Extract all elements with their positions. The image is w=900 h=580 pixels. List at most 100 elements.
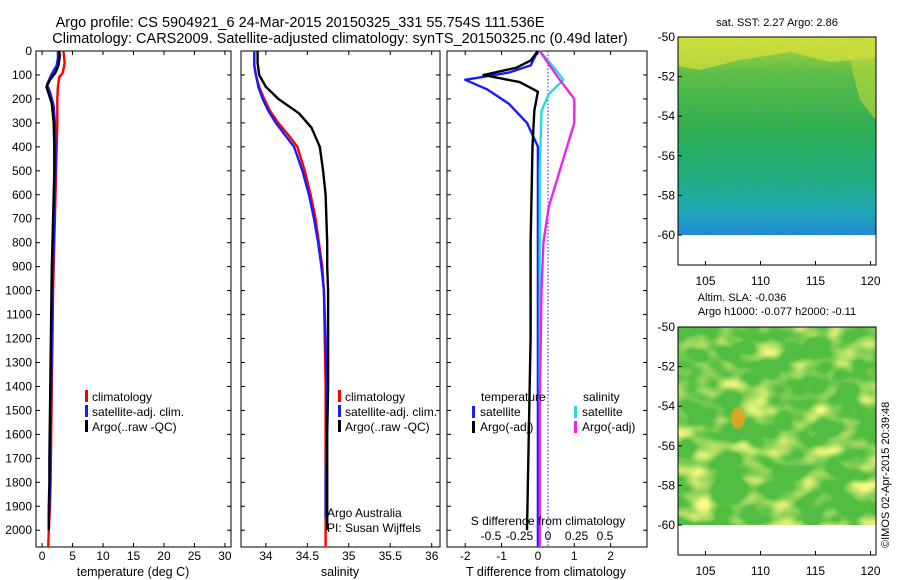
- sla-positive-anomaly: [731, 407, 745, 429]
- difference-axes-frame: [446, 50, 648, 548]
- x-tick-label: 0: [39, 549, 46, 563]
- sst-map-panel: sat. SST: 2.27 Argo: 2.86 -50 -52 -54 -56 -5…: [658, 17, 881, 288]
- lat-tick-label: -50: [658, 30, 676, 44]
- x-tick-label: 10: [96, 549, 110, 563]
- depth-tick-label: 600: [12, 188, 32, 202]
- salinity-panel: 34 34.5 35 35.5 36 climatologysatellite-adj.…: [240, 50, 441, 579]
- depth-tick-label: 900: [12, 260, 32, 274]
- depth-tick-label: 500: [12, 164, 32, 178]
- salinity-xlabel: salinity: [321, 565, 360, 579]
- depth-tick-label: 1100: [6, 308, 32, 322]
- sst-map-frame: [677, 36, 877, 266]
- black-profile-line: [45, 50, 61, 531]
- salinity-annotation-line-1: Argo Australia: [327, 506, 402, 520]
- x-tick-label: -2: [460, 549, 471, 563]
- salinity-axes-frame: [240, 50, 441, 548]
- sst-map-title: sat. SST: 2.27 Argo: 2.86: [716, 17, 838, 29]
- lat-tick-label: -52: [658, 70, 676, 84]
- difference-panel: -2 -1 0 1 2-0.5 -0.25 0 0.25 0.5 temperature sali…: [446, 50, 648, 579]
- depth-tick-label: 200: [12, 92, 32, 106]
- legend-label: Argo(-adj): [480, 420, 533, 434]
- legend-group-temperature: temperature: [481, 390, 546, 404]
- depth-tick-label: 700: [12, 212, 32, 226]
- lon-tick-label: 110: [751, 274, 770, 288]
- depth-tick-label: 1700: [5, 451, 32, 465]
- lon-tick-label: 105: [695, 274, 715, 288]
- sla-map-frame: [677, 326, 877, 556]
- x-tick-label: -1: [496, 549, 507, 563]
- x-tick-label: 30: [218, 549, 232, 563]
- x-tick-label: 0: [535, 549, 542, 563]
- x-tick-label: 35: [342, 549, 356, 563]
- depth-tick-label: 1000: [5, 284, 32, 298]
- lat-tick-label: -54: [658, 109, 676, 123]
- temperature-ticks: 0100200300400500600700800900100011001200…: [5, 44, 232, 563]
- legend-swatch: [85, 420, 88, 432]
- x-tick-label: 1: [571, 549, 578, 563]
- x-tick-label: 15: [127, 549, 141, 563]
- salinity-lines: [253, 51, 330, 547]
- depth-tick-label: 1300: [5, 355, 32, 369]
- lon-tick-label: 120: [860, 564, 880, 578]
- black-profile-line: [256, 51, 330, 531]
- x-tick-label: 25: [188, 549, 202, 563]
- temperature-argo-adj--profile-line: [482, 50, 540, 531]
- sst-map-ticks: -50 -52 -54 -56 -58 -60 105 110 115 120: [658, 30, 881, 288]
- x-tick-label: 36: [425, 549, 439, 563]
- s-diff-tick-label: -0.25: [506, 529, 534, 543]
- legend-swatch: [574, 406, 577, 418]
- salinity-annotation-line-2: PI: Susan Wijffels: [327, 521, 421, 535]
- temperature-panel: 0100200300400500600700800900100011001200…: [5, 44, 232, 579]
- legend-label: satellite-adj. clim.: [92, 405, 184, 419]
- sst-heatmap-texture: [678, 37, 876, 235]
- s-diff-tick-label: 0.25: [565, 529, 589, 543]
- difference-legend: temperature salinitysatelliteArgo(-adj)sa…: [472, 390, 635, 434]
- sst-warm-patch: [678, 37, 876, 70]
- sla-no-data-region: [678, 525, 876, 555]
- depth-tick-label: 1500: [5, 403, 32, 417]
- lat-tick-label: -54: [658, 399, 676, 413]
- depth-tick-label: 0: [25, 44, 32, 58]
- lat-tick-label: -58: [658, 478, 676, 492]
- depth-tick-label: 1900: [5, 499, 32, 513]
- temperature-xlabel: temperature (deg C): [77, 565, 190, 579]
- legend-swatch: [85, 390, 88, 402]
- legend-label: Argo(..raw -QC): [92, 420, 177, 434]
- lat-tick-label: -58: [658, 188, 676, 202]
- lon-tick-label: 115: [806, 564, 825, 578]
- difference-ticks: -2 -1 0 1 2-0.5 -0.25 0 0.25 0.5: [447, 50, 647, 563]
- legend-label: satellite: [480, 405, 521, 419]
- lat-tick-label: -56: [658, 149, 676, 163]
- salinity-argo-adj--profile-line: [538, 50, 576, 547]
- x-tick-label: 34: [259, 549, 273, 563]
- blue-profile-line: [253, 51, 328, 519]
- legend-swatch: [338, 390, 341, 402]
- depth-tick-label: 1400: [5, 379, 32, 393]
- legend-swatch: [338, 420, 341, 432]
- legend-swatch: [472, 421, 475, 433]
- temperature-lines: [45, 50, 66, 548]
- lon-tick-label: 105: [695, 564, 715, 578]
- temperature-axes-frame: [35, 50, 232, 548]
- legend-label: Argo(-adj): [582, 420, 635, 434]
- t-difference-xlabel: T difference from climatology: [466, 565, 627, 579]
- x-tick-label: 5: [69, 549, 76, 563]
- legend-swatch: [338, 405, 341, 417]
- lon-tick-label: 120: [860, 274, 880, 288]
- x-tick-label: 2: [607, 549, 614, 563]
- header-line-2: Climatology: CARS2009. Satellite-adjuste…: [52, 31, 627, 47]
- sst-no-data-region: [678, 235, 876, 265]
- legend-swatch: [85, 405, 88, 417]
- sla-map-ticks: -50 -52 -54 -56 -58 -60 105 110 115 120: [658, 320, 881, 578]
- lat-tick-label: -60: [658, 518, 676, 532]
- legend-group-salinity: salinity: [583, 390, 620, 404]
- x-tick-label: 34.5: [296, 549, 320, 563]
- lat-tick-label: -60: [658, 228, 676, 242]
- header-line-1: Argo profile: CS 5904921_6 24-Mar-2015 2…: [56, 15, 545, 31]
- x-tick-label: 20: [157, 549, 171, 563]
- sla-heatmap-texture: [678, 327, 876, 525]
- sla-map-title: Altim. SLA: -0.036: [698, 292, 787, 304]
